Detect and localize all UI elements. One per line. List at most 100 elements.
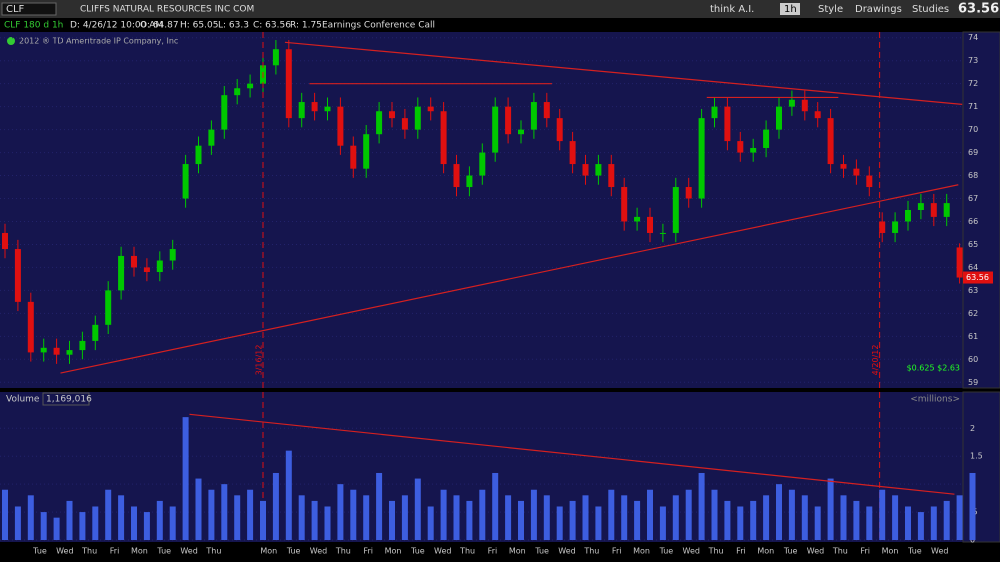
y-tick-label: 68	[968, 171, 978, 180]
volume-bar	[917, 512, 924, 540]
volume-title: Volume	[6, 395, 40, 405]
volume-bar	[530, 489, 537, 540]
candle-body	[376, 111, 383, 135]
y-tick-label: 65	[968, 240, 978, 249]
volume-bar	[698, 472, 705, 540]
x-tick-label: Mon	[131, 547, 148, 556]
y-tick-label: 69	[968, 148, 978, 157]
x-tick-label: Tue	[907, 547, 922, 556]
volume-tick-label: 2	[970, 424, 975, 433]
style-button[interactable]: Style	[818, 4, 843, 15]
candle-body	[530, 102, 537, 130]
x-tick-label: Wed	[310, 547, 327, 556]
volume-bar	[659, 506, 666, 540]
candle-body	[143, 267, 150, 273]
candle-body	[479, 152, 486, 176]
candle-body	[285, 49, 292, 119]
symbol-box[interactable]	[1, 2, 57, 16]
volume-bar	[247, 489, 254, 540]
candle-body	[543, 102, 550, 119]
volume-bar	[776, 484, 782, 540]
header-item: O: 64.87	[140, 21, 179, 31]
x-tick-label: Thu	[583, 547, 599, 556]
x-tick-label: Mon	[757, 547, 774, 556]
candle-body	[195, 145, 202, 165]
volume-bar	[195, 478, 202, 540]
candle-body	[389, 111, 395, 119]
volume-bar	[814, 506, 821, 540]
candle-body	[608, 164, 615, 188]
candle-body	[724, 106, 731, 142]
y-tick-label: 66	[968, 217, 978, 226]
x-tick-label: Fri	[860, 547, 870, 556]
x-tick-label: Wed	[931, 547, 948, 556]
candle-body	[698, 118, 705, 199]
volume-bar	[853, 500, 860, 540]
x-tick-label: Mon	[260, 547, 277, 556]
price-panel	[0, 32, 963, 388]
volume-bar	[479, 489, 486, 540]
volume-bar	[969, 472, 976, 540]
volume-bar	[66, 500, 73, 540]
candle-body	[105, 290, 112, 325]
candle-body	[40, 347, 47, 353]
volume-bar	[53, 517, 60, 540]
symbol[interactable]: CLF	[6, 4, 25, 15]
volume-bar	[131, 506, 137, 540]
candle-body	[685, 187, 692, 199]
volume-bar	[866, 506, 873, 540]
y-tick-label: 74	[968, 33, 978, 42]
x-tick-label: Tue	[410, 547, 425, 556]
candle-body	[892, 221, 899, 233]
drawings-button[interactable]: Drawings	[855, 4, 902, 15]
x-tick-label: Thu	[81, 547, 97, 556]
x-tick-label: Fri	[736, 547, 746, 556]
candle-body	[337, 106, 344, 146]
x-tick-label: Mon	[385, 547, 402, 556]
volume-bar	[234, 495, 241, 540]
y-tick-label: 67	[968, 194, 978, 203]
candle-body	[879, 221, 886, 233]
dividend: $0.625 $2.63	[907, 364, 960, 373]
interval[interactable]: 1h	[784, 4, 797, 15]
x-tick-label: Tue	[659, 547, 674, 556]
volume-bar	[763, 495, 770, 540]
volume-bar	[801, 495, 808, 540]
volume-bar	[401, 495, 408, 540]
x-tick-label: Fri	[488, 547, 498, 556]
volume-bar	[608, 489, 615, 540]
x-tick-label: Mon	[633, 547, 650, 556]
y-tick-label: 60	[968, 355, 978, 364]
candle-body	[634, 216, 641, 222]
candle-body	[324, 106, 331, 112]
y-tick-label: 64	[968, 263, 978, 272]
studies-button[interactable]: Studies	[912, 4, 949, 15]
price-axis	[962, 31, 1000, 389]
volume-bar	[40, 512, 47, 540]
candle-body	[53, 347, 60, 355]
x-tick-label: Thu	[459, 547, 475, 556]
candle-body	[763, 129, 770, 148]
volume-bar	[827, 478, 834, 540]
volume-bar	[208, 489, 215, 540]
volume-bar	[427, 506, 434, 540]
volume-bar	[956, 495, 963, 540]
interval-box[interactable]	[780, 3, 800, 15]
volume-bar	[285, 450, 292, 540]
last-price: 63.56	[958, 2, 999, 17]
volume-bar	[634, 500, 641, 540]
think-ai[interactable]: think A.I.	[710, 4, 754, 15]
x-tick-label: Tue	[783, 547, 798, 556]
volume-bar	[543, 495, 550, 540]
volume-bar	[647, 489, 653, 540]
candle-body	[272, 49, 279, 66]
candle-body	[363, 134, 370, 169]
candle-body	[427, 106, 434, 112]
volume-bar	[376, 472, 383, 540]
trendline	[284, 41, 963, 105]
y-tick-label: 71	[968, 102, 978, 111]
x-tick-label: Wed	[558, 547, 575, 556]
candle-body	[414, 106, 421, 130]
volume-total: 1,169,016	[46, 395, 92, 405]
